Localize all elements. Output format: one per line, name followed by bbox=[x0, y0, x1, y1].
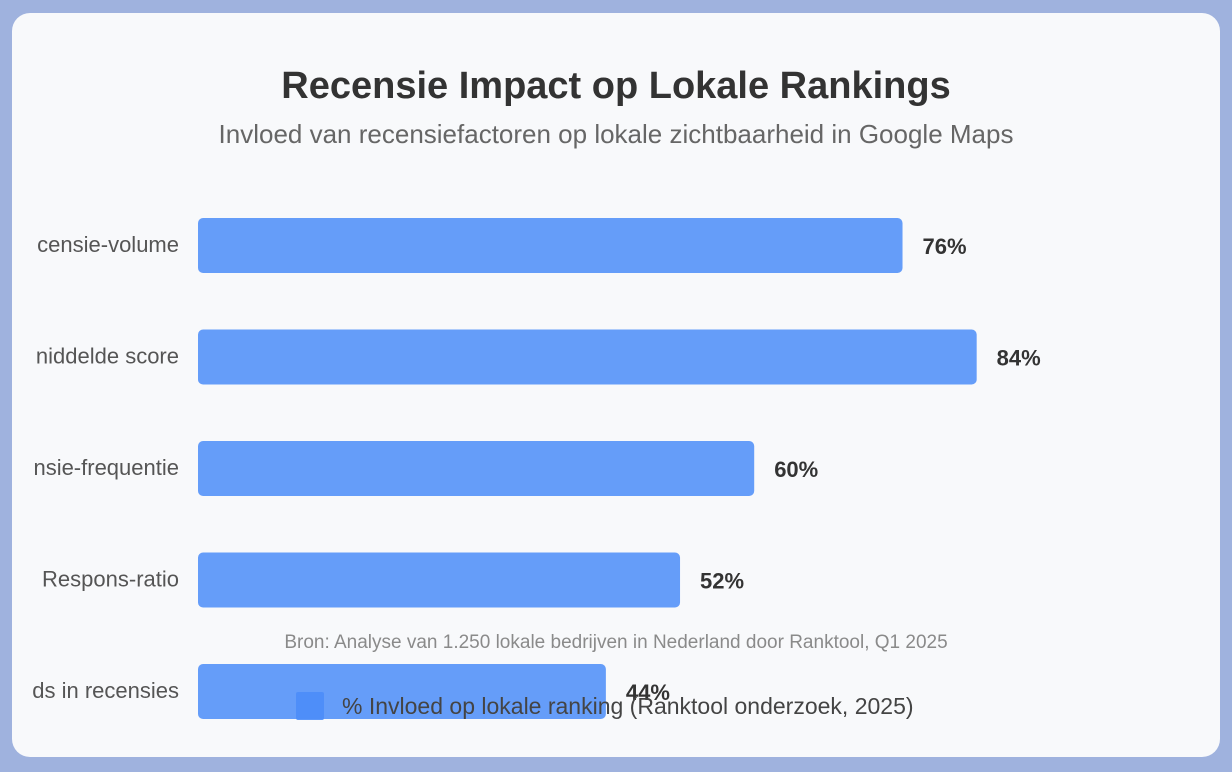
value-label-2: 60% bbox=[774, 457, 818, 482]
value-label-0: 76% bbox=[923, 234, 967, 259]
legend-label: % Invloed op lokale ranking (Ranktool on… bbox=[342, 692, 914, 719]
category-label-1: niddelde score bbox=[36, 343, 179, 368]
category-label-2: nsie-frequentie bbox=[33, 455, 179, 480]
bar-0[interactable] bbox=[198, 218, 903, 273]
category-label-3: Respons-ratio bbox=[42, 566, 179, 591]
chart-subtitle: Invloed van recensiefactoren op lokale z… bbox=[218, 119, 1014, 149]
chart-legend[interactable]: % Invloed op lokale ranking (Ranktool on… bbox=[296, 692, 914, 720]
value-label-1: 84% bbox=[997, 345, 1041, 370]
chart-title: Recensie Impact op Lokale Rankings bbox=[281, 65, 951, 107]
source-note: Bron: Analyse van 1.250 lokale bedrijven… bbox=[284, 632, 948, 653]
bar-1[interactable] bbox=[198, 329, 977, 385]
value-label-4: 44% bbox=[626, 680, 670, 705]
category-label-4: ds in recensies bbox=[32, 678, 179, 703]
bar-3[interactable] bbox=[198, 552, 681, 608]
value-label-3: 52% bbox=[700, 568, 744, 593]
category-label-0: censie-volume bbox=[37, 232, 179, 257]
chart-card: Recensie Impact op Lokale Rankings Invlo… bbox=[12, 13, 1220, 757]
bar-2[interactable] bbox=[198, 441, 755, 496]
legend-swatch bbox=[296, 692, 324, 720]
